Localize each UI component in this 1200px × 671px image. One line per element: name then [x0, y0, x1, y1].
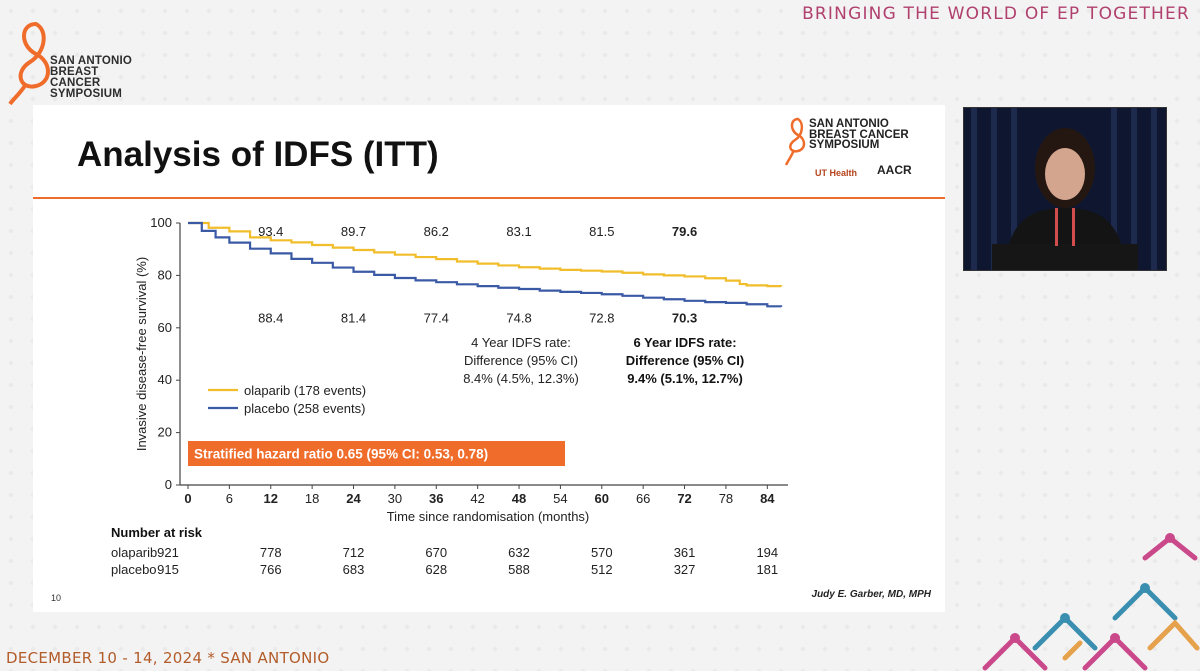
placebo-rate-label: 74.8	[506, 310, 531, 325]
slide-title: Analysis of IDFS (ITT)	[77, 135, 439, 174]
presentation-slide: Analysis of IDFS (ITT) SAN ANTONIO BREAS…	[33, 105, 945, 612]
olaparib-curve	[188, 221, 783, 288]
risk-row-label: placebo	[111, 562, 157, 577]
slide-logo-line-2: BREAST CANCER	[809, 128, 909, 141]
legend-placebo-label: placebo (258 events)	[244, 401, 365, 416]
slide-page-number: 10	[51, 593, 62, 603]
slide-sabcs-logo: SAN ANTONIO BREAST CANCER SYMPOSIUM UT H…	[785, 113, 933, 193]
y-tick-label: 20	[158, 425, 172, 440]
olaparib-rate-label: 79.6	[672, 224, 697, 239]
decorative-network-graphic	[982, 533, 1200, 671]
four-year-difference-text: 4 Year IDFS rate:	[471, 335, 571, 350]
risk-row-label: olaparib	[111, 545, 157, 560]
aacr-logo: AACR	[877, 163, 912, 177]
conference-dates: DECEMBER 10 - 14, 2024 * SAN ANTONIO	[6, 649, 330, 667]
placebo-curve	[188, 221, 783, 308]
olaparib-rate-label: 86.2	[424, 224, 449, 239]
x-tick-label: 30	[388, 491, 402, 506]
risk-cell: 327	[674, 562, 696, 577]
km-chart: 0 20 40 60 80 100 0 6 12 18 24 30 36 42 48 54 60 66 72 78 84…	[111, 215, 788, 577]
presenter-name: Judy E. Garber, MD, MPH	[811, 589, 931, 600]
risk-cell: 361	[674, 545, 696, 560]
x-tick-label: 12	[264, 491, 278, 506]
x-tick-label: 24	[346, 491, 361, 506]
presenter-video-frame	[964, 108, 1166, 270]
x-tick-label: 66	[636, 491, 650, 506]
x-tick-label: 0	[184, 491, 191, 506]
four-year-difference-text: 8.4% (4.5%, 12.3%)	[463, 371, 579, 386]
x-axis-label: Time since randomisation (months)	[387, 509, 590, 524]
risk-cell: 670	[425, 545, 447, 560]
olaparib-rate-label: 83.1	[506, 224, 531, 239]
six-year-difference-text: 6 Year IDFS rate:	[633, 335, 736, 350]
risk-cell: 194	[756, 545, 778, 560]
legend-olaparib-label: olaparib (178 events)	[244, 383, 366, 398]
logo-text: SAN ANTONIO BREAST CANCER SYMPOSIUM	[50, 55, 146, 100]
logo-line-3: SYMPOSIUM	[50, 88, 123, 100]
hazard-ratio-text: Stratified hazard ratio 0.65 (95% CI: 0.…	[194, 447, 488, 462]
y-tick-label: 0	[165, 477, 172, 492]
placebo-rate-label: 77.4	[424, 310, 449, 325]
slide-logo-line-3: SYMPOSIUM	[809, 139, 880, 151]
sabcs-logo: SAN ANTONIO BREAST CANCER SYMPOSIUM	[6, 20, 146, 108]
x-tick-label: 42	[470, 491, 484, 506]
risk-cell: 588	[508, 562, 530, 577]
risk-cell: 921	[157, 545, 179, 560]
risk-table-header: Number at risk	[111, 525, 203, 540]
risk-cell: 683	[343, 562, 365, 577]
y-tick-label: 100	[150, 215, 172, 230]
risk-cell: 766	[260, 562, 282, 577]
y-axis-label: Invasive disease-free survival (%)	[134, 257, 149, 451]
slide-logo-line-1: SAN ANTONIO	[809, 118, 889, 130]
y-tick-label: 80	[158, 267, 172, 282]
risk-cell: 181	[756, 562, 778, 577]
six-year-difference-text: 9.4% (5.1%, 12.7%)	[627, 371, 743, 386]
x-tick-label: 72	[677, 491, 691, 506]
placebo-rate-label: 72.8	[589, 310, 614, 325]
risk-cell: 570	[591, 545, 613, 560]
y-tick-label: 40	[158, 372, 172, 387]
olaparib-rate-label: 93.4	[258, 224, 283, 239]
risk-cell: 712	[343, 545, 365, 560]
y-tick-label: 60	[158, 320, 172, 335]
logo-line-2: BREAST CANCER	[50, 66, 101, 89]
x-tick-label: 36	[429, 491, 443, 506]
ut-health-logo: UT Health	[815, 168, 858, 178]
slide-logo-text: SAN ANTONIO BREAST CANCER SYMPOSIUM	[809, 119, 909, 151]
risk-cell: 512	[591, 562, 613, 577]
x-tick-label: 48	[512, 491, 526, 506]
risk-cell: 628	[425, 562, 447, 577]
risk-cell: 915	[157, 562, 179, 577]
placebo-rate-label: 88.4	[258, 310, 283, 325]
olaparib-rate-label: 81.5	[589, 224, 614, 239]
presenter-video	[963, 107, 1167, 271]
title-divider	[33, 197, 945, 199]
conference-banner: BRINGING THE WORLD OF EP TOGETHER	[802, 4, 1190, 24]
four-year-difference-text: Difference (95% CI)	[464, 353, 578, 368]
x-tick-label: 54	[553, 491, 567, 506]
olaparib-rate-label: 89.7	[341, 224, 366, 239]
six-year-difference-text: Difference (95% CI)	[626, 353, 744, 368]
ribbon-logo-icon	[8, 21, 50, 106]
logo-line-1: SAN ANTONIO	[50, 55, 133, 67]
x-tick-label: 60	[595, 491, 609, 506]
risk-cell: 778	[260, 545, 282, 560]
slide-ribbon-icon	[785, 117, 806, 166]
x-tick-label: 84	[760, 491, 775, 506]
placebo-rate-label: 81.4	[341, 310, 366, 325]
x-tick-label: 6	[226, 491, 233, 506]
risk-cell: 632	[508, 545, 530, 560]
x-tick-label: 18	[305, 491, 319, 506]
hazard-ratio-box	[188, 441, 565, 466]
placebo-rate-label: 70.3	[672, 310, 697, 325]
x-tick-label: 78	[719, 491, 733, 506]
